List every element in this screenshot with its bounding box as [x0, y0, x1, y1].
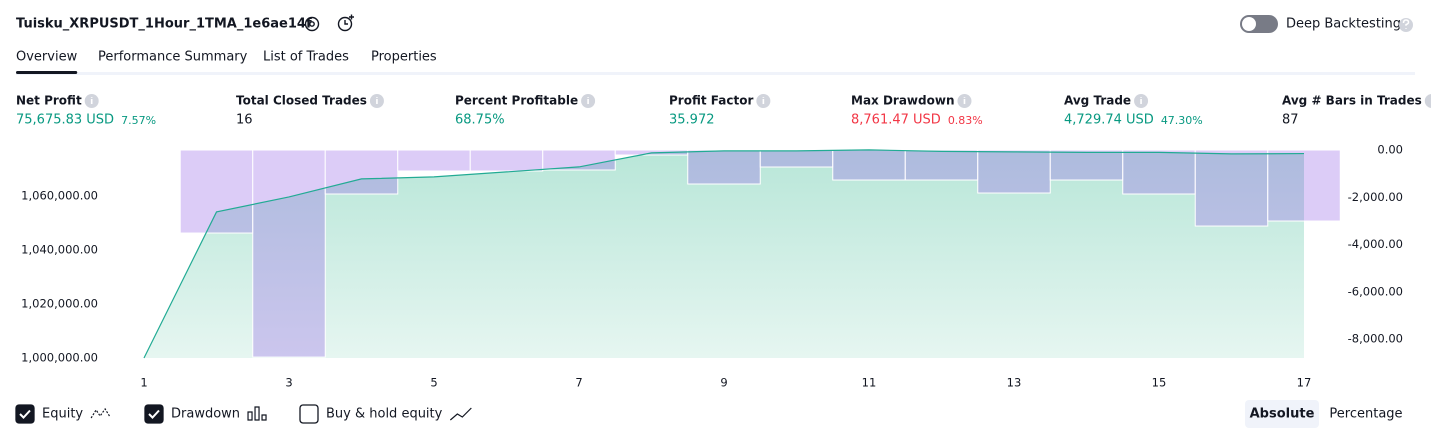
metric-value: 75,675.83 USD [16, 113, 114, 128]
drawdown-bar [1194, 149, 1269, 227]
metric-value: 35.972 [669, 113, 715, 128]
info-icon[interactable] [1424, 94, 1431, 108]
add-alert-icon[interactable] [337, 14, 355, 32]
x-tick-label: 17 [1297, 376, 1312, 390]
tab[interactable]: Overview [16, 50, 78, 65]
checkbox [299, 404, 319, 424]
info-icon[interactable] [756, 94, 771, 108]
y2-tick-label: -6,000.00 [1348, 284, 1403, 298]
metric-label: Avg # Bars in Trades [1282, 94, 1422, 108]
x-tick-label: 9 [720, 376, 727, 390]
metric-value: 8,761.47 USD [851, 113, 941, 128]
strategy-title: Tuisku_XRPUSDT_1Hour_1TMA_1e6ae14f [16, 17, 312, 32]
metric-value: 68.75% [455, 113, 505, 128]
drawdown-bar [1049, 149, 1124, 181]
drawdown-bar [397, 149, 471, 172]
legend-label: Equity [42, 407, 83, 422]
legend-item[interactable]: Buy & hold equity [299, 404, 472, 424]
metric-value: 4,729.74 USD [1064, 113, 1154, 128]
legend-icon [449, 407, 472, 421]
drawdown-bar [832, 149, 906, 181]
tab[interactable]: Properties [371, 50, 437, 65]
metric-value: 16 [236, 113, 253, 128]
drawdown-bar [1122, 149, 1196, 195]
tab-underline [16, 71, 78, 74]
metric-label: Percent Profitable [455, 94, 578, 108]
equity-area [144, 149, 1304, 358]
checkbox [144, 404, 164, 424]
metric-percent: 47.30% [1161, 114, 1203, 127]
info-icon[interactable] [84, 94, 99, 108]
metric-value: 87 [1282, 113, 1299, 128]
toggle-label: Deep Backtesting [1286, 17, 1401, 32]
info-icon[interactable] [369, 94, 384, 108]
tab[interactable]: List of Trades [263, 50, 349, 65]
drawdown-bar [252, 149, 326, 358]
drawdown-bar [977, 149, 1051, 194]
button-label: Absolute [1250, 407, 1315, 422]
y-tick-label: 1,000,000.00 [21, 351, 98, 365]
metric-label: Max Drawdown [851, 94, 954, 108]
info-icon[interactable] [957, 94, 972, 108]
legend-item[interactable]: Equity [15, 404, 111, 424]
info-circle [1424, 94, 1431, 108]
info-icon[interactable] [1134, 94, 1149, 108]
tabs-divider [16, 72, 1415, 75]
drawdown-bar [324, 149, 399, 195]
checkmark [19, 409, 31, 419]
legend-label: Buy & hold equity [326, 407, 443, 422]
y-tick-label: 1,020,000.00 [21, 296, 98, 310]
drawdown-bar [759, 149, 834, 168]
x-tick-label: 5 [430, 376, 437, 390]
deep-backtesting-toggle[interactable] [1240, 15, 1278, 33]
view-button[interactable]: Percentage [1329, 407, 1402, 422]
tab[interactable]: Performance Summary [98, 50, 248, 65]
drawdown-bar [904, 149, 979, 181]
x-tick-label: 1 [140, 376, 147, 390]
info-icon[interactable] [581, 94, 596, 108]
equity-line [143, 149, 1305, 359]
metric-label: Net Profit [16, 94, 82, 108]
x-tick-label: 13 [1007, 376, 1022, 390]
x-tick-label: 7 [575, 376, 582, 390]
legend-label: Drawdown [171, 407, 240, 422]
drawdown-bar [1267, 149, 1341, 222]
y2-tick-label: -2,000.00 [1348, 190, 1403, 204]
drawdown-bar [469, 149, 544, 172]
drawdown-bar [687, 149, 761, 185]
metric-label: Total Closed Trades [236, 94, 367, 108]
y-tick-label: 1,040,000.00 [21, 242, 98, 256]
metric-label: Avg Trade [1064, 94, 1131, 108]
x-tick-label: 15 [1152, 376, 1167, 390]
y-tick-label: 1,060,000.00 [21, 188, 98, 202]
checkbox [15, 404, 35, 424]
legend-item[interactable]: Drawdown [144, 404, 267, 424]
button-label: Percentage [1329, 407, 1402, 422]
metric-percent: 0.83% [948, 114, 983, 127]
checkmark [148, 409, 160, 419]
view-button[interactable]: Absolute [1245, 400, 1319, 428]
drawdown-bar [107, 149, 181, 152]
legend-icon [90, 407, 111, 419]
y2-tick-label: -4,000.00 [1348, 237, 1403, 251]
x-tick-label: 3 [285, 376, 292, 390]
help-icon[interactable] [1399, 18, 1413, 32]
x-tick-label: 11 [862, 376, 877, 390]
button-bg [1245, 400, 1319, 428]
drawdown-bar [179, 149, 254, 234]
settings-icon[interactable] [304, 16, 320, 32]
y2-tick-label: 0.00 [1377, 143, 1403, 157]
legend-icon [247, 406, 267, 421]
metric-label: Profit Factor [669, 94, 753, 108]
metric-percent: 7.57% [121, 114, 156, 127]
y2-tick-label: -8,000.00 [1348, 332, 1403, 346]
